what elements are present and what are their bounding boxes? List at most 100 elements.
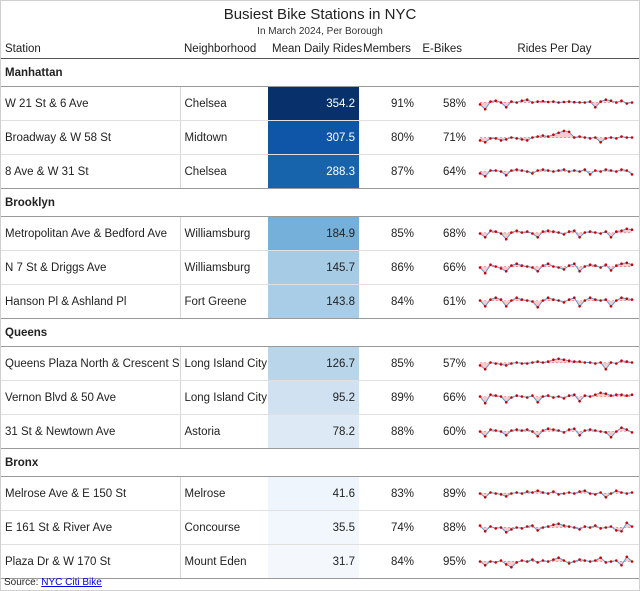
members-cell: 85% — [359, 346, 414, 381]
sparkline-point — [615, 529, 618, 532]
sparkline-point — [604, 298, 608, 301]
sparkline-point — [510, 528, 513, 531]
sparkline-point — [594, 298, 597, 301]
sparkline-point — [557, 493, 560, 496]
sparkline-point — [588, 230, 592, 233]
sparkline-point — [594, 362, 597, 365]
sparkline-point — [541, 559, 545, 562]
sparkline-point — [604, 98, 608, 101]
sparkline-point — [494, 394, 497, 397]
sparkline-point — [588, 173, 592, 176]
sparkline-point — [483, 107, 487, 111]
sparkline-point — [573, 262, 576, 265]
sparkline-point — [489, 525, 492, 528]
sparkline-point — [504, 434, 508, 437]
sparkline-point — [504, 106, 508, 109]
sparkline-point — [567, 562, 571, 565]
sparkline-point — [525, 265, 529, 268]
sparkline-point — [546, 296, 550, 299]
sparkline-point — [583, 299, 587, 302]
sparkline-point — [504, 138, 508, 141]
sparkline-point — [515, 101, 518, 104]
sparkline-cell — [466, 250, 639, 285]
sparkline-point — [615, 137, 618, 140]
sparkline-point — [499, 170, 503, 173]
sparkline-point — [557, 429, 560, 432]
group-label: Manhattan — [1, 58, 639, 87]
sparkline-point — [525, 560, 529, 563]
sparkline-cell — [466, 216, 639, 251]
rides-sparkline — [478, 168, 634, 178]
sparkline-point — [504, 305, 508, 308]
mean-daily-rides-value: 288.3 — [326, 165, 355, 178]
sparkline-point — [578, 360, 581, 363]
sparkline-point — [620, 359, 623, 362]
sparkline-point — [604, 137, 608, 140]
mean-daily-rides-value: 354.2 — [326, 97, 355, 110]
sparkline-cell — [466, 120, 639, 155]
rides-sparkline — [478, 489, 634, 499]
sparkline-point — [620, 393, 623, 396]
sparkline-point — [504, 270, 508, 273]
table-title: Busiest Bike Stations in NYC — [223, 6, 417, 23]
sparkline-point — [552, 428, 555, 431]
sparkline-point — [599, 430, 602, 433]
sparkline-point — [478, 266, 482, 269]
sparkline-point — [557, 169, 560, 172]
sparkline-point — [594, 106, 597, 109]
column-header-station: Station — [1, 39, 180, 59]
table-subtitle: In March 2024, Per Borough — [257, 26, 383, 37]
sparkline-point — [588, 428, 592, 431]
sparkline-point — [615, 489, 618, 492]
members-cell: 80% — [359, 120, 414, 155]
sparkline-point — [557, 101, 560, 104]
source-link[interactable]: NYC Citi Bike — [41, 577, 102, 588]
sparkline-point — [515, 361, 518, 364]
sparkline-point — [520, 298, 524, 301]
sparkline-point — [489, 393, 492, 396]
mean-daily-rides-value: 31.7 — [332, 555, 355, 568]
sparkline-point — [504, 364, 508, 367]
sparkline-point — [604, 230, 608, 233]
sparkline-point — [583, 489, 587, 492]
sparkline-point — [546, 169, 550, 172]
sparkline-cell — [466, 414, 639, 449]
sparkline-point — [583, 101, 587, 104]
sparkline-point — [562, 492, 566, 495]
sparkline-point — [546, 229, 550, 232]
sparkline-point — [504, 401, 508, 404]
station-cell: 8 Ave & W 31 St — [1, 154, 180, 189]
sparkline-point — [567, 359, 571, 362]
mean-daily-rides-cell: 41.6 — [268, 476, 359, 511]
sparkline-point — [567, 394, 571, 397]
table-row: Metropolitan Ave & Bedford Ave Williamsbu… — [1, 216, 639, 251]
sparkline-point — [483, 141, 487, 144]
sparkline-point — [588, 263, 592, 266]
sparkline-point — [573, 136, 576, 139]
sparkline-point — [630, 431, 634, 434]
sparkline-point — [515, 491, 518, 494]
sparkline-point — [604, 561, 608, 564]
sparkline-point — [525, 362, 529, 365]
mean-daily-rides-cell: 35.5 — [268, 510, 359, 545]
sparkline-point — [620, 491, 623, 494]
sparkline-point — [499, 559, 503, 562]
ebikes-cell: 64% — [414, 154, 466, 189]
members-cell: 85% — [359, 216, 414, 251]
sparkline-point — [536, 529, 539, 532]
mean-daily-rides-value: 145.7 — [326, 261, 355, 274]
sparkline-point — [630, 228, 634, 231]
group-label: Queens — [1, 318, 639, 347]
sparkline-point — [494, 362, 497, 365]
column-header-neighborhood: Neighborhood — [180, 39, 268, 59]
sparkline-point — [536, 561, 539, 564]
sparkline-point — [573, 360, 576, 363]
mean-daily-rides-value: 41.6 — [332, 487, 355, 500]
sparkline-point — [615, 559, 618, 562]
sparkline-point — [630, 491, 634, 494]
sparkline-point — [630, 361, 634, 364]
sparkline-point — [583, 231, 587, 234]
sparkline-point — [489, 100, 492, 103]
sparkline-point — [515, 394, 518, 397]
mean-daily-rides-cell: 288.3 — [268, 154, 359, 189]
